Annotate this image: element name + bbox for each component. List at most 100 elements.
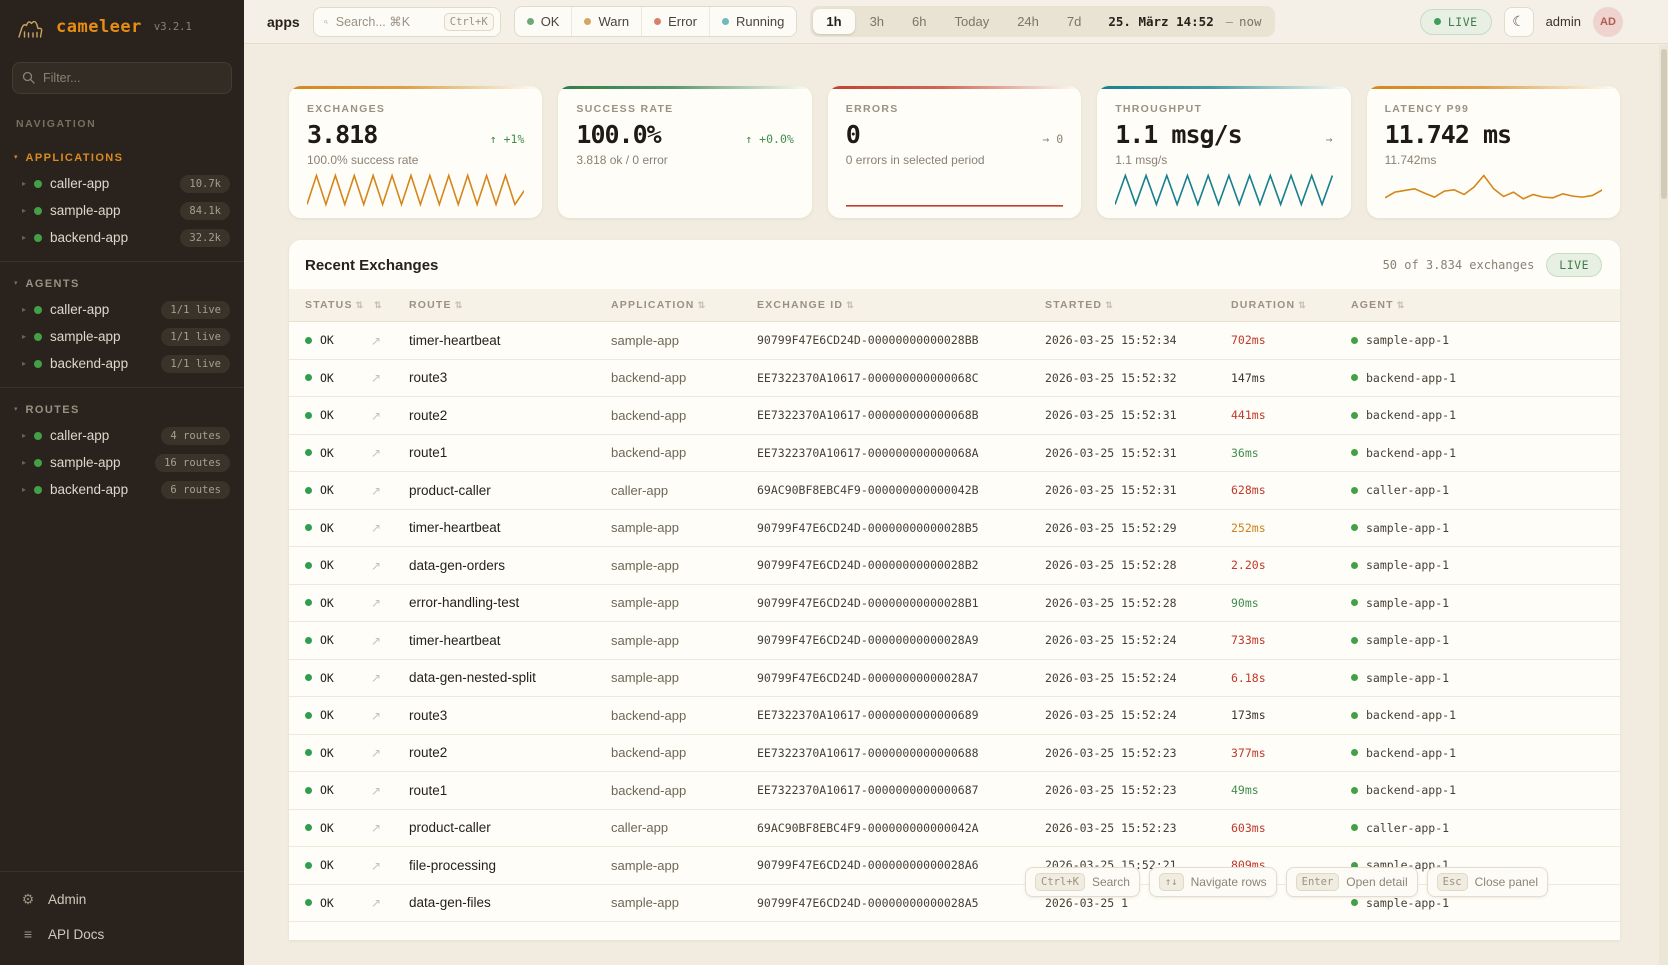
- sidebar-item-applications-caller-app[interactable]: ▸ caller-app 10.7k: [0, 170, 244, 197]
- table-row[interactable]: OK ↗ timer-heartbeat sample-app 90799F47E6CD…: [289, 321, 1620, 360]
- open-detail-icon[interactable]: ↗: [371, 408, 382, 423]
- sidebar-footer-api-docs[interactable]: ≡ API Docs: [0, 917, 244, 951]
- global-search[interactable]: Ctrl+K: [312, 6, 501, 37]
- agent-name: sample-app-1: [1366, 595, 1450, 610]
- stat-card-latency-p99: LATENCY P99 11.742 ms 11.742ms: [1366, 86, 1620, 218]
- column-header-exchange-id[interactable]: EXCHANGE ID ⇅: [757, 289, 1045, 322]
- column-header-application[interactable]: APPLICATION ⇅: [611, 289, 757, 322]
- agent-value: caller-app-1: [1351, 483, 1612, 497]
- cell-agent-wrap: sample-app-1: [1351, 509, 1620, 547]
- sidebar-item-badge: 1/1 live: [161, 327, 230, 346]
- cell-started: 2026-03-25 15:52:31: [1045, 434, 1231, 472]
- open-detail-icon[interactable]: ↗: [371, 821, 382, 836]
- table-row[interactable]: OK ↗ timer-heartbeat sample-app 90799F47E6CD…: [289, 621, 1620, 660]
- open-detail-icon[interactable]: ↗: [371, 783, 382, 798]
- filter-input[interactable]: [12, 62, 232, 94]
- agent-value: backend-app-1: [1351, 371, 1612, 385]
- open-detail-icon[interactable]: ↗: [371, 671, 382, 686]
- search-input[interactable]: [335, 14, 436, 29]
- status-filter-warn[interactable]: Warn: [571, 7, 641, 36]
- open-detail-icon[interactable]: ↗: [371, 596, 382, 611]
- table-row[interactable]: OK ↗ data-gen-nested-split sample-app 90799F…: [289, 659, 1620, 697]
- sidebar-item-routes-backend-app[interactable]: ▸ backend-app 6 routes: [0, 476, 244, 503]
- sidebar-item-routes-sample-app[interactable]: ▸ sample-app 16 routes: [0, 449, 244, 476]
- status-value: OK: [305, 446, 363, 460]
- open-detail-icon[interactable]: ↗: [371, 333, 382, 348]
- sidebar-item-applications-backend-app[interactable]: ▸ backend-app 32.2k: [0, 224, 244, 251]
- date-range-picker[interactable]: 25. März 14:52: [1108, 14, 1214, 29]
- table-row[interactable]: OK ↗ route3 backend-app EE7322370A10617-0000…: [289, 696, 1620, 735]
- shortcut-key: Enter: [1295, 873, 1340, 891]
- table-row[interactable]: OK ↗ route2 backend-app EE7322370A10617-0000…: [289, 734, 1620, 772]
- stat-subtext: 1.1 msg/s: [1115, 153, 1168, 167]
- live-toggle[interactable]: LIVE: [1419, 8, 1492, 35]
- open-detail-icon[interactable]: ↗: [371, 446, 382, 461]
- open-detail-icon[interactable]: ↗: [371, 521, 382, 536]
- table-live-toggle[interactable]: LIVE: [1546, 253, 1602, 277]
- time-range-7d[interactable]: 7d: [1054, 9, 1094, 34]
- status-value: OK: [305, 333, 363, 347]
- table-row[interactable]: OK ↗ product-caller caller-app 69AC90BF8EBC4…: [289, 809, 1620, 847]
- sidebar-item-agents-sample-app[interactable]: ▸ sample-app 1/1 live: [0, 323, 244, 350]
- status-filter-ok[interactable]: OK: [515, 7, 572, 36]
- table-row[interactable]: OK ↗ route1 backend-app EE7322370A10617-0000…: [289, 434, 1620, 472]
- sidebar-footer-admin[interactable]: ⚙ Admin: [0, 882, 244, 917]
- column-header-status[interactable]: STATUS ⇅: [289, 289, 371, 322]
- open-detail-icon[interactable]: ↗: [371, 896, 382, 911]
- agent-name: backend-app-1: [1366, 408, 1457, 423]
- app-version: v3.2.1: [153, 21, 192, 33]
- column-header-route[interactable]: ROUTE ⇅: [409, 289, 611, 322]
- agent-name: sample-app-1: [1366, 333, 1450, 348]
- column-header-duration[interactable]: DURATION ⇅: [1231, 289, 1351, 322]
- table-row[interactable]: OK ↗ product-caller caller-app 69AC90BF8EBC4…: [289, 471, 1620, 510]
- table-row[interactable]: OK ↗ timer-heartbeat sample-app 90799F47E6CD…: [289, 509, 1620, 547]
- status-text: OK: [320, 483, 334, 498]
- cell-status-wrap: OK: [289, 884, 371, 922]
- sidebar-item-applications-sample-app[interactable]: ▸ sample-app 84.1k: [0, 197, 244, 224]
- scrollbar-thumb[interactable]: [1660, 49, 1667, 199]
- section-title-routes[interactable]: ▾ ROUTES: [0, 396, 244, 422]
- time-range-1h[interactable]: 1h: [813, 9, 855, 34]
- table-row[interactable]: OK ↗ route1 backend-app EE7322370A10617-0000…: [289, 771, 1620, 810]
- status-filter-running[interactable]: Running: [708, 7, 796, 36]
- table-summary: 50 of 3.834 exchanges: [1382, 258, 1535, 272]
- open-detail-icon[interactable]: ↗: [371, 746, 382, 761]
- column-header-started[interactable]: STARTED ⇅: [1045, 289, 1231, 322]
- section-title-agents[interactable]: ▾ AGENTS: [0, 270, 244, 296]
- table-row[interactable]: OK ↗ data-gen-files sample-app 90799F47E6CD2…: [289, 884, 1620, 922]
- table-row[interactable]: OK ↗ error-handling-test sample-app 90799F47…: [289, 584, 1620, 622]
- sidebar-item-agents-caller-app[interactable]: ▸ caller-app 1/1 live: [0, 296, 244, 323]
- avatar[interactable]: AD: [1593, 6, 1623, 37]
- open-detail-icon[interactable]: ↗: [371, 633, 382, 648]
- column-header-agent[interactable]: AGENT ⇅: [1351, 289, 1620, 322]
- agent-status-dot: [1351, 336, 1358, 344]
- time-range-24h[interactable]: 24h: [1004, 9, 1052, 34]
- agent-name: backend-app-1: [1366, 445, 1457, 460]
- theme-toggle-button[interactable]: ☾: [1503, 6, 1534, 37]
- nav-section-routes: ▾ ROUTES ▸ caller-app 4 routes ▸ sample-app 16 …: [0, 387, 244, 513]
- open-detail-icon[interactable]: ↗: [371, 483, 382, 498]
- open-detail-icon[interactable]: ↗: [371, 708, 382, 723]
- time-range-today[interactable]: Today: [942, 9, 1003, 34]
- time-range-3h[interactable]: 3h: [857, 9, 897, 34]
- column-header-trend[interactable]: ⇅: [371, 289, 409, 322]
- status-value: OK: [305, 746, 363, 760]
- column-label: APPLICATION: [611, 299, 695, 311]
- table-row[interactable]: OK ↗ data-gen-orders sample-app 90799F47E6CD…: [289, 546, 1620, 585]
- agent-name: caller-app-1: [1366, 820, 1450, 835]
- scrollbar[interactable]: [1659, 45, 1668, 965]
- open-detail-icon[interactable]: ↗: [371, 371, 382, 386]
- shortcut-label: Close panel: [1474, 875, 1538, 889]
- sidebar-item-routes-caller-app[interactable]: ▸ caller-app 4 routes: [0, 422, 244, 449]
- table-row[interactable]: OK ↗ route3 backend-app EE7322370A10617-0000…: [289, 359, 1620, 397]
- section-title-applications[interactable]: ▾ APPLICATIONS: [0, 144, 244, 170]
- cell-trend: ↗: [371, 884, 409, 922]
- status-filter-error[interactable]: Error: [641, 7, 709, 36]
- status-text: OK: [320, 670, 334, 685]
- sort-icon: ⇅: [1105, 300, 1114, 310]
- table-row[interactable]: OK ↗ route2 backend-app EE7322370A10617-0000…: [289, 396, 1620, 435]
- open-detail-icon[interactable]: ↗: [371, 858, 382, 873]
- sidebar-item-agents-backend-app[interactable]: ▸ backend-app 1/1 live: [0, 350, 244, 377]
- time-range-6h[interactable]: 6h: [899, 9, 939, 34]
- open-detail-icon[interactable]: ↗: [371, 558, 382, 573]
